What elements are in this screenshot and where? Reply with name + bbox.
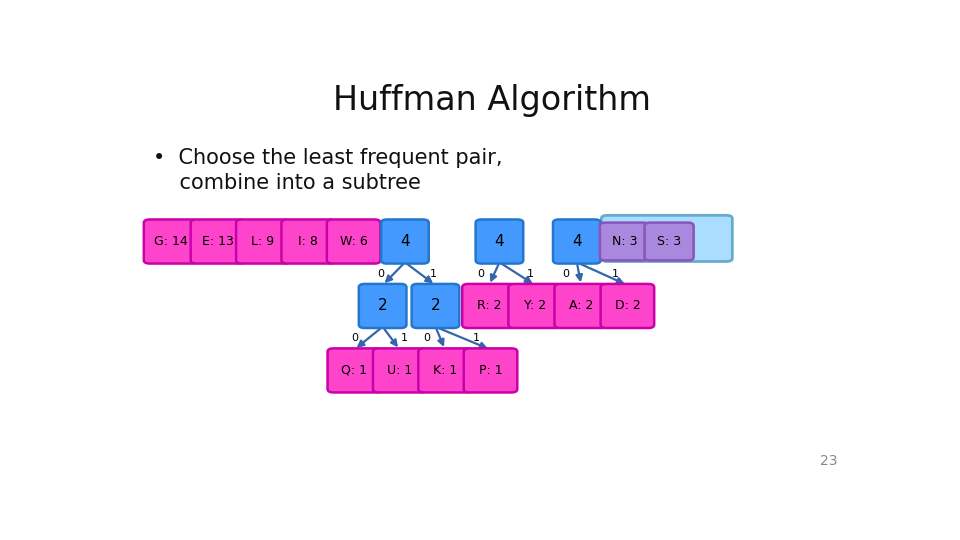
Text: Huffman Algorithm: Huffman Algorithm [333,84,651,117]
FancyBboxPatch shape [236,219,290,264]
Text: 1: 1 [612,269,619,279]
FancyBboxPatch shape [462,284,516,328]
FancyBboxPatch shape [327,348,381,393]
Text: 4: 4 [400,234,410,249]
Text: 0: 0 [351,333,359,343]
Text: 1: 1 [401,333,408,343]
Text: 2: 2 [378,299,388,313]
Text: 0: 0 [563,269,569,279]
FancyBboxPatch shape [326,219,380,264]
Text: L: 9: L: 9 [252,235,275,248]
Text: 1: 1 [527,269,534,279]
FancyBboxPatch shape [600,222,649,260]
Text: 0: 0 [477,269,485,279]
FancyBboxPatch shape [419,348,472,393]
Text: P: 1: P: 1 [479,364,502,377]
Text: Y: 2: Y: 2 [524,300,546,313]
FancyBboxPatch shape [281,219,335,264]
FancyBboxPatch shape [509,284,562,328]
Text: Q: 1: Q: 1 [342,364,368,377]
FancyBboxPatch shape [475,219,523,264]
Text: K: 1: K: 1 [433,364,457,377]
FancyBboxPatch shape [144,219,198,264]
Text: D: 2: D: 2 [614,300,640,313]
Text: 2: 2 [431,299,441,313]
Text: R: 2: R: 2 [477,300,501,313]
Text: W: 6: W: 6 [340,235,368,248]
Text: 0: 0 [423,333,430,343]
Text: •  Choose the least frequent pair,: • Choose the least frequent pair, [154,148,503,168]
Text: S: 3: S: 3 [657,235,682,248]
FancyBboxPatch shape [555,284,608,328]
FancyBboxPatch shape [381,219,429,264]
FancyBboxPatch shape [601,215,732,261]
FancyBboxPatch shape [601,284,654,328]
Text: 1: 1 [430,269,437,279]
FancyBboxPatch shape [359,284,406,328]
Text: U: 1: U: 1 [387,364,413,377]
Text: A: 2: A: 2 [569,300,593,313]
Text: 1: 1 [473,333,480,343]
FancyBboxPatch shape [191,219,244,264]
Text: 0: 0 [377,269,384,279]
FancyBboxPatch shape [412,284,459,328]
FancyBboxPatch shape [644,222,694,260]
Text: 23: 23 [821,454,838,468]
Text: 4: 4 [572,234,582,249]
FancyBboxPatch shape [372,348,426,393]
FancyBboxPatch shape [553,219,601,264]
Text: N: 3: N: 3 [612,235,637,248]
Text: 4: 4 [494,234,504,249]
Text: combine into a subtree: combine into a subtree [154,173,421,193]
Text: G: 14: G: 14 [154,235,187,248]
FancyBboxPatch shape [464,348,517,393]
Text: E: 13: E: 13 [202,235,233,248]
Text: I: 8: I: 8 [299,235,318,248]
